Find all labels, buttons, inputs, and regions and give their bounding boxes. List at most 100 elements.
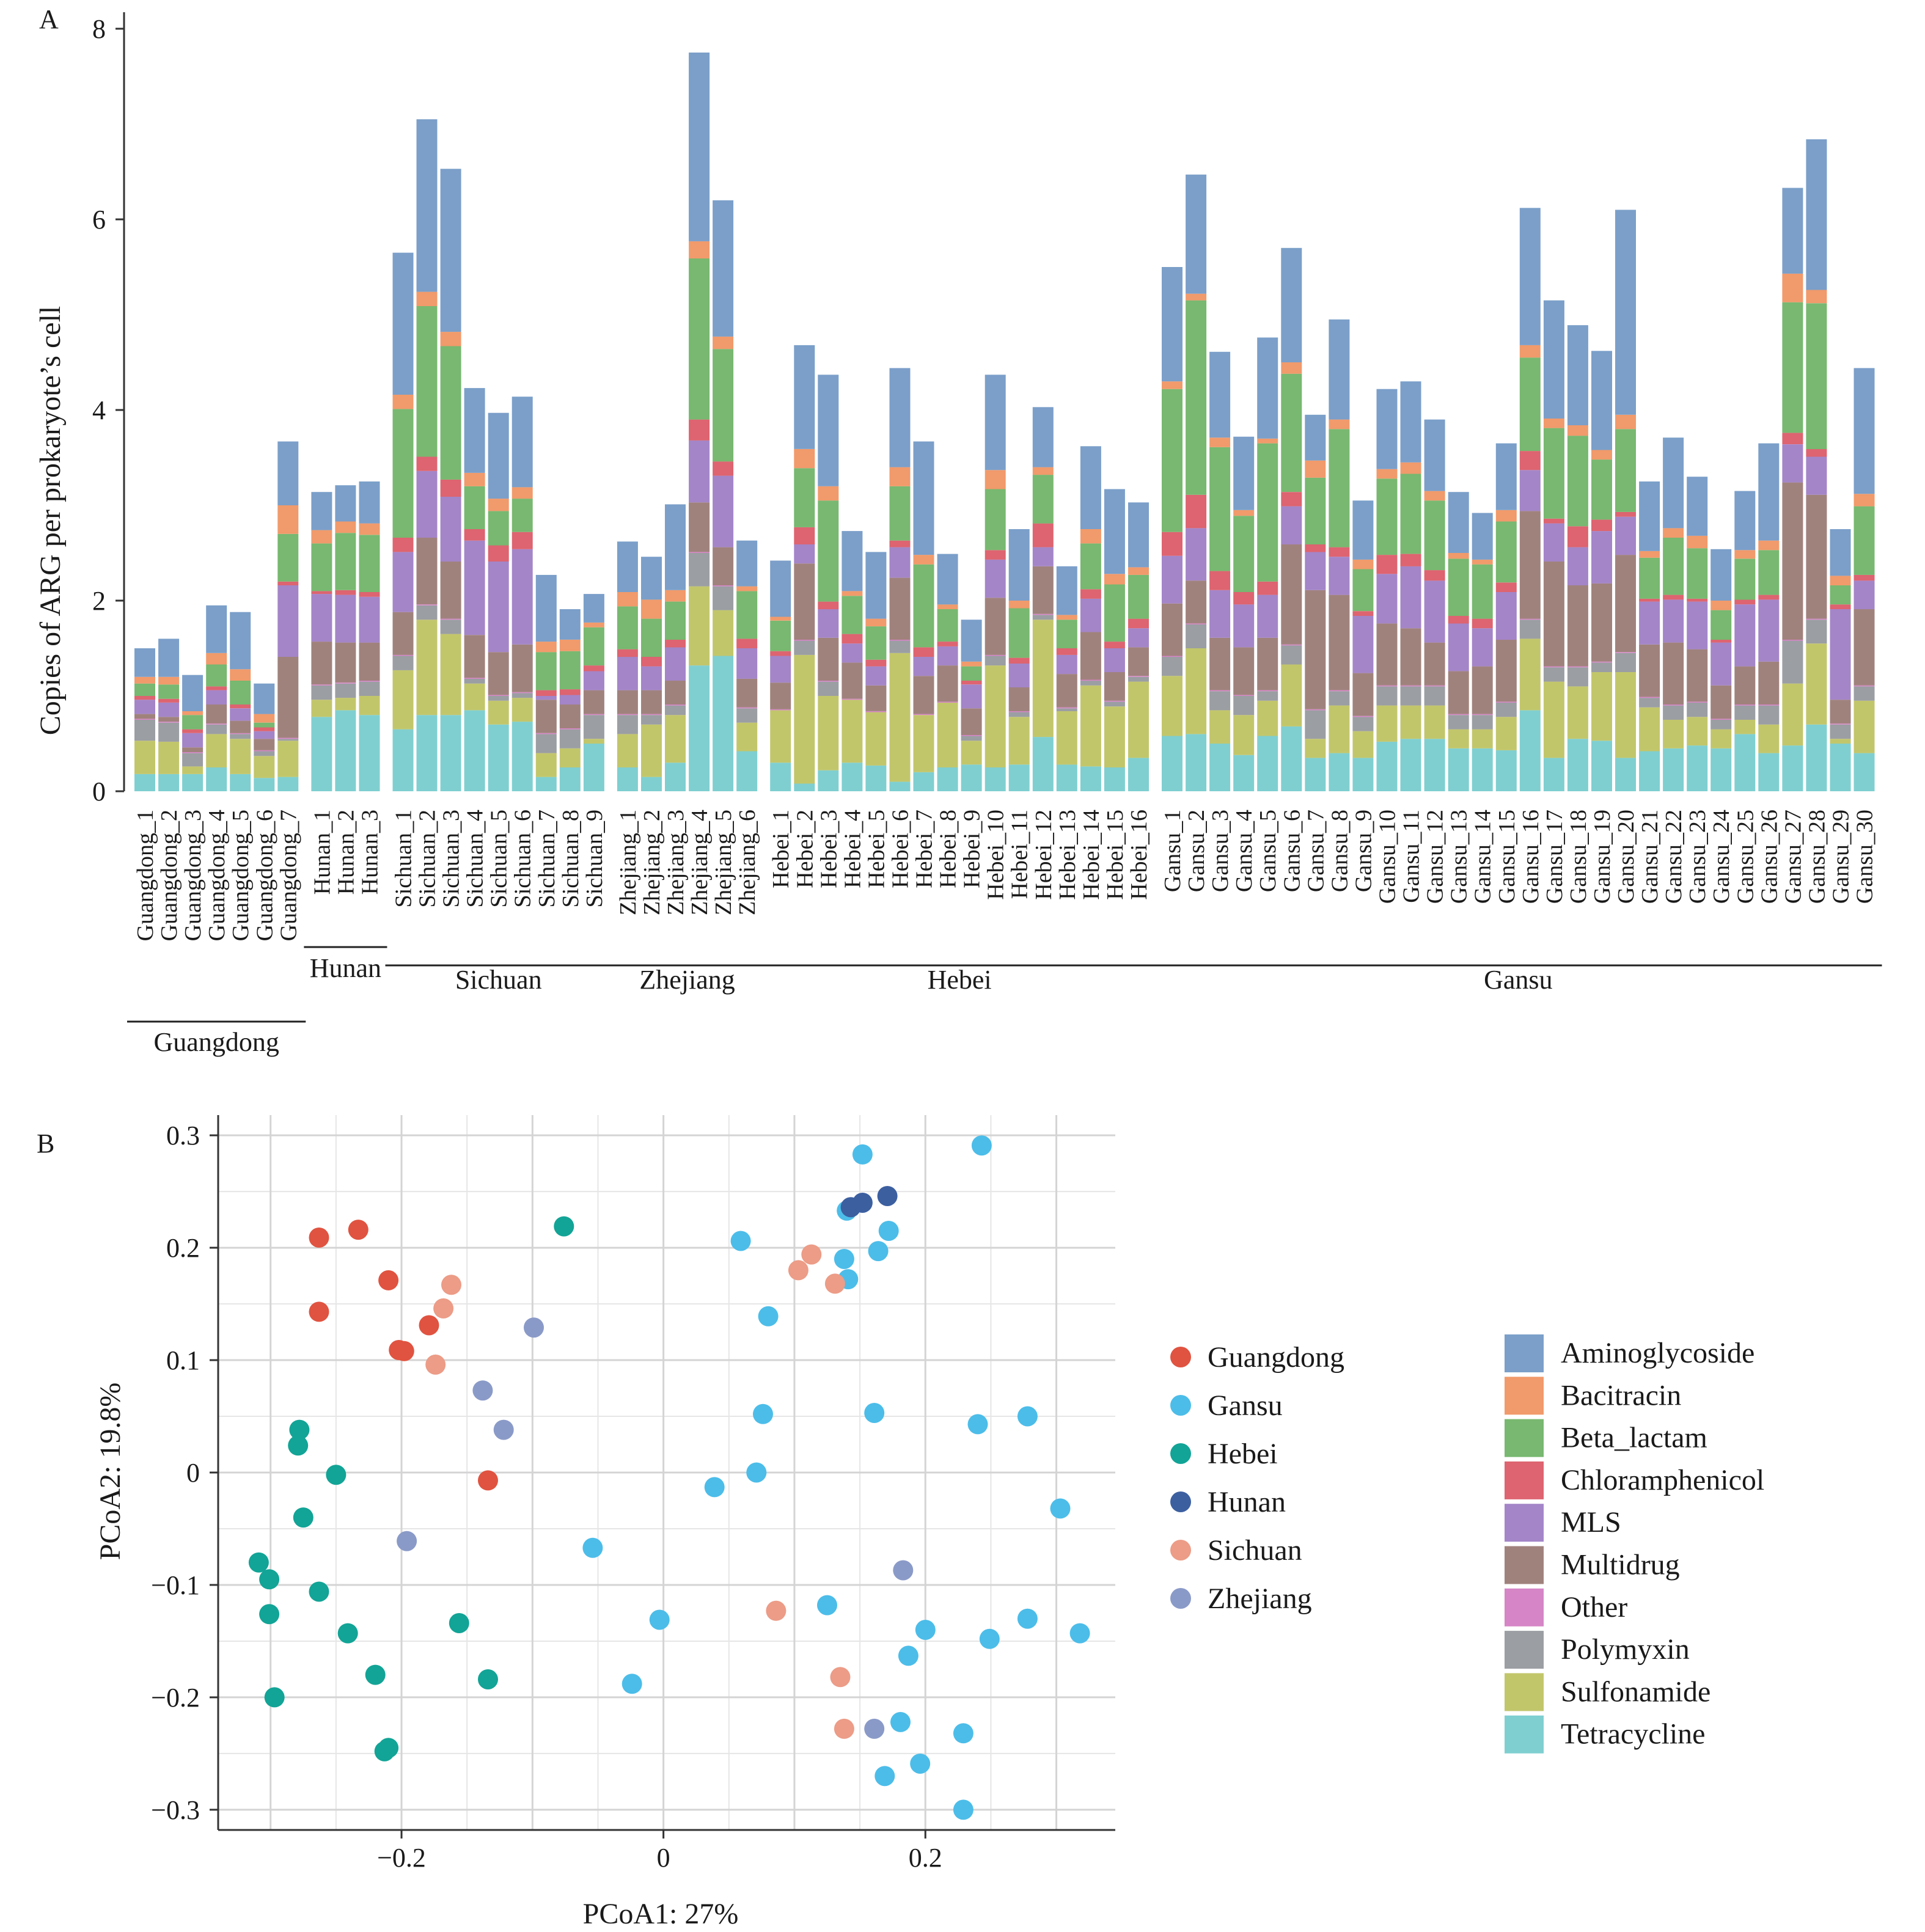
bar-segment-tetracycline (985, 767, 1006, 791)
bar-segment-sulfonamide (1056, 711, 1077, 765)
bar-segment-sulfonamide (1830, 739, 1851, 744)
bar-segment-beta-lactam (1162, 389, 1182, 532)
bar-segment-tetracycline (1209, 744, 1231, 791)
bar-segment-chloramphenicol (488, 545, 509, 562)
bar-segment-polymyxin (689, 553, 710, 587)
bar-segment-multidrug (206, 704, 227, 724)
bar-segment-beta-lactam (1519, 357, 1541, 452)
scatter-point-gansu (704, 1477, 725, 1498)
bar-segment-sulfonamide (535, 753, 557, 777)
bar-segment-multidrug (1104, 672, 1125, 701)
bar-segment-sulfonamide (617, 734, 638, 767)
bar-segment-polymyxin (1128, 676, 1149, 682)
bar-segment-aminoglycoside (1472, 513, 1493, 560)
bar-segment-other (1830, 723, 1851, 725)
bar-segment-multidrug (254, 739, 275, 750)
bar-segment-aminoglycoside (1056, 566, 1077, 615)
panel-b-label: B (37, 1129, 54, 1158)
bar-segment-bacitracin (770, 617, 791, 621)
bar-x-tick-label: Guangdong_5 (228, 810, 254, 941)
bar-segment-tetracycline (665, 763, 686, 791)
bar-segment-chloramphenicol (985, 550, 1006, 560)
bar-segment-tetracycline (1376, 741, 1398, 791)
bar-segment-polymyxin (230, 734, 251, 739)
bar-segment-beta-lactam (1032, 475, 1054, 524)
bar-segment-aminoglycoside (277, 441, 299, 505)
bar-segment-beta-lactam (1329, 429, 1350, 547)
bar-segment-multidrug (1830, 700, 1851, 724)
arg-class-legend-label: MLS (1561, 1506, 1621, 1539)
bar-segment-polymyxin (1615, 653, 1636, 672)
bar-segment-sulfonamide (794, 654, 815, 784)
arg-class-legend-swatch (1505, 1419, 1544, 1457)
bar-segment-sulfonamide (1519, 639, 1541, 711)
bar-segment-bacitracin (842, 591, 863, 596)
bar-segment-sulfonamide (736, 722, 758, 752)
bar-segment-other (1128, 676, 1149, 677)
bar-segment-other (440, 618, 461, 620)
bar-segment-multidrug (230, 720, 251, 733)
bar-segment-multidrug (277, 657, 299, 738)
scatter-point-hebei (248, 1552, 269, 1573)
scatter-point-hebei (293, 1507, 314, 1528)
bar-x-tick-label: Guangdong_7 (276, 810, 301, 941)
bar-segment-mls (512, 549, 533, 645)
bar-segment-tetracycline (512, 722, 533, 791)
bar-segment-mls (359, 596, 380, 643)
bar-segment-tetracycline (134, 774, 155, 791)
bar-segment-beta-lactam (617, 606, 638, 649)
bar-segment-sulfonamide (134, 741, 155, 774)
bar-segment-tetracycline (617, 767, 638, 791)
bar-segment-tetracycline (770, 763, 791, 791)
bar-segment-chloramphenicol (865, 659, 887, 667)
bar-segment-beta-lactam (512, 499, 533, 532)
bar-segment-other (359, 681, 380, 682)
bar-segment-other (1032, 613, 1054, 615)
bar-segment-tetracycline (736, 751, 758, 791)
bar-segment-polymyxin (1854, 686, 1875, 701)
bar-segment-tetracycline (1281, 726, 1302, 791)
bar-segment-chloramphenicol (1758, 595, 1780, 600)
scatter-point-gansu (910, 1754, 931, 1774)
bar-segment-aminoglycoside (1008, 529, 1030, 601)
bar-segment-beta-lactam (335, 533, 356, 590)
bar-segment-polymyxin (1591, 662, 1612, 672)
arg-class-legend-swatch (1505, 1715, 1544, 1754)
bar-x-tick-label: Hebei_7 (912, 810, 937, 888)
bar-segment-polymyxin (1329, 691, 1350, 706)
bar-segment-aminoglycoside (464, 388, 485, 473)
bar-segment-sulfonamide (311, 700, 332, 717)
bar-segment-sulfonamide (1233, 715, 1255, 755)
bar-segment-chloramphenicol (440, 479, 461, 497)
bar-segment-mls (1400, 566, 1421, 629)
bar-segment-mls (1782, 444, 1803, 483)
bar-segment-mls (1209, 590, 1231, 638)
bar-segment-tetracycline (1615, 758, 1636, 791)
bar-segment-aminoglycoside (889, 368, 911, 467)
bar-segment-aminoglycoside (617, 541, 638, 592)
bar-segment-aminoglycoside (134, 648, 155, 677)
bar-x-tick-label: Hebei_10 (983, 810, 1009, 900)
bar-segment-other (713, 585, 734, 587)
bar-segment-sulfonamide (713, 610, 734, 656)
bar-segment-bacitracin (392, 395, 414, 409)
bar-segment-sulfonamide (818, 696, 839, 770)
scatter-point-zhejiang (524, 1317, 544, 1338)
scatter-point-hebei (365, 1664, 386, 1685)
bar-x-tick-label: Gansu_2 (1184, 810, 1209, 892)
bar-segment-chloramphenicol (689, 419, 710, 441)
scatter-point-gansu (868, 1241, 889, 1262)
bar-segment-polymyxin (277, 739, 299, 741)
bar-segment-other (206, 723, 227, 725)
bar-segment-polymyxin (1400, 686, 1421, 706)
scatter-point-gansu (864, 1403, 885, 1423)
bar-chart-y-tick-label: 8 (92, 14, 106, 44)
bar-segment-beta-lactam (1008, 608, 1030, 658)
province-legend-marker (1170, 1395, 1191, 1416)
scatter-point-guangdong (378, 1270, 399, 1290)
pcoa-scatter-plot: PCoA1: 27% PCoA2: 19.8% 0.3 0.2 0.1 0 −0.1 −0… (94, 1115, 1764, 1930)
bar-segment-mls (1424, 580, 1445, 643)
province-legend-label: Hunan (1208, 1486, 1286, 1518)
scatter-point-gansu (753, 1403, 773, 1424)
bar-segment-aminoglycoside (1854, 368, 1875, 494)
